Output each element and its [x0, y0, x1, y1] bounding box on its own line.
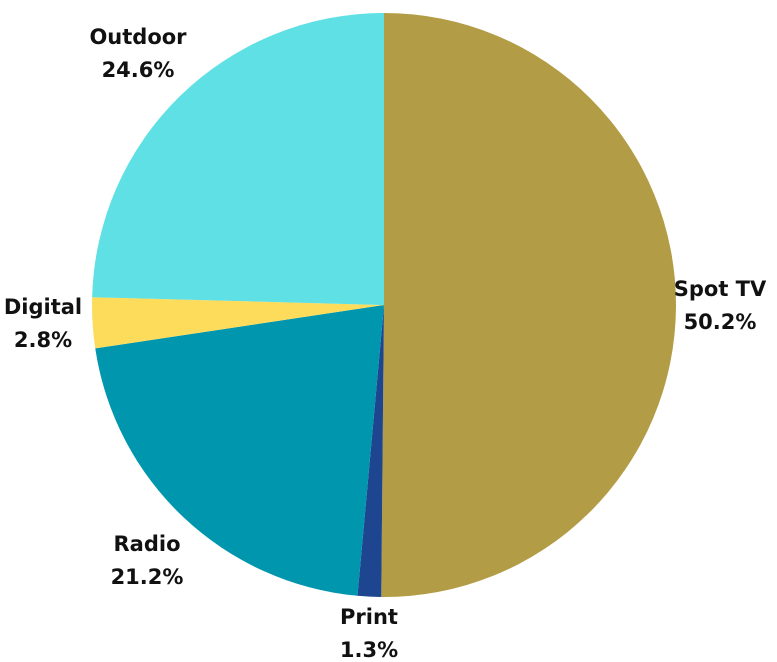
slice-name-radio: Radio: [114, 532, 181, 556]
slice-name-outdoor: Outdoor: [89, 25, 187, 49]
pie-labels: Spot TV 50.2% Print 1.3% Radio 21.2% Digital 2.…: [4, 25, 767, 662]
slice-name-digital: Digital: [4, 295, 82, 319]
pie-slice-outdoor: [92, 13, 385, 305]
slice-value-radio: 21.2%: [111, 565, 184, 589]
slice-label-print: Print 1.3%: [340, 605, 398, 662]
slice-value-print: 1.3%: [340, 638, 398, 662]
slice-value-spot-tv: 50.2%: [684, 310, 757, 334]
slice-label-radio: Radio 21.2%: [111, 532, 184, 589]
slice-value-outdoor: 24.6%: [102, 58, 175, 82]
pie-slice-radio: [95, 305, 384, 596]
slice-value-digital: 2.8%: [14, 328, 72, 352]
slice-label-outdoor: Outdoor 24.6%: [89, 25, 187, 82]
slice-label-digital: Digital 2.8%: [4, 295, 82, 352]
pie-slice-print: [357, 305, 384, 597]
slice-name-print: Print: [340, 605, 398, 629]
slice-name-spot-tv: Spot TV: [674, 277, 767, 301]
slice-label-spot-tv: Spot TV 50.2%: [674, 277, 767, 334]
pie-slices: [92, 13, 676, 597]
pie-slice-digital: [92, 297, 384, 349]
pie-slice-spot-tv: [381, 13, 676, 597]
